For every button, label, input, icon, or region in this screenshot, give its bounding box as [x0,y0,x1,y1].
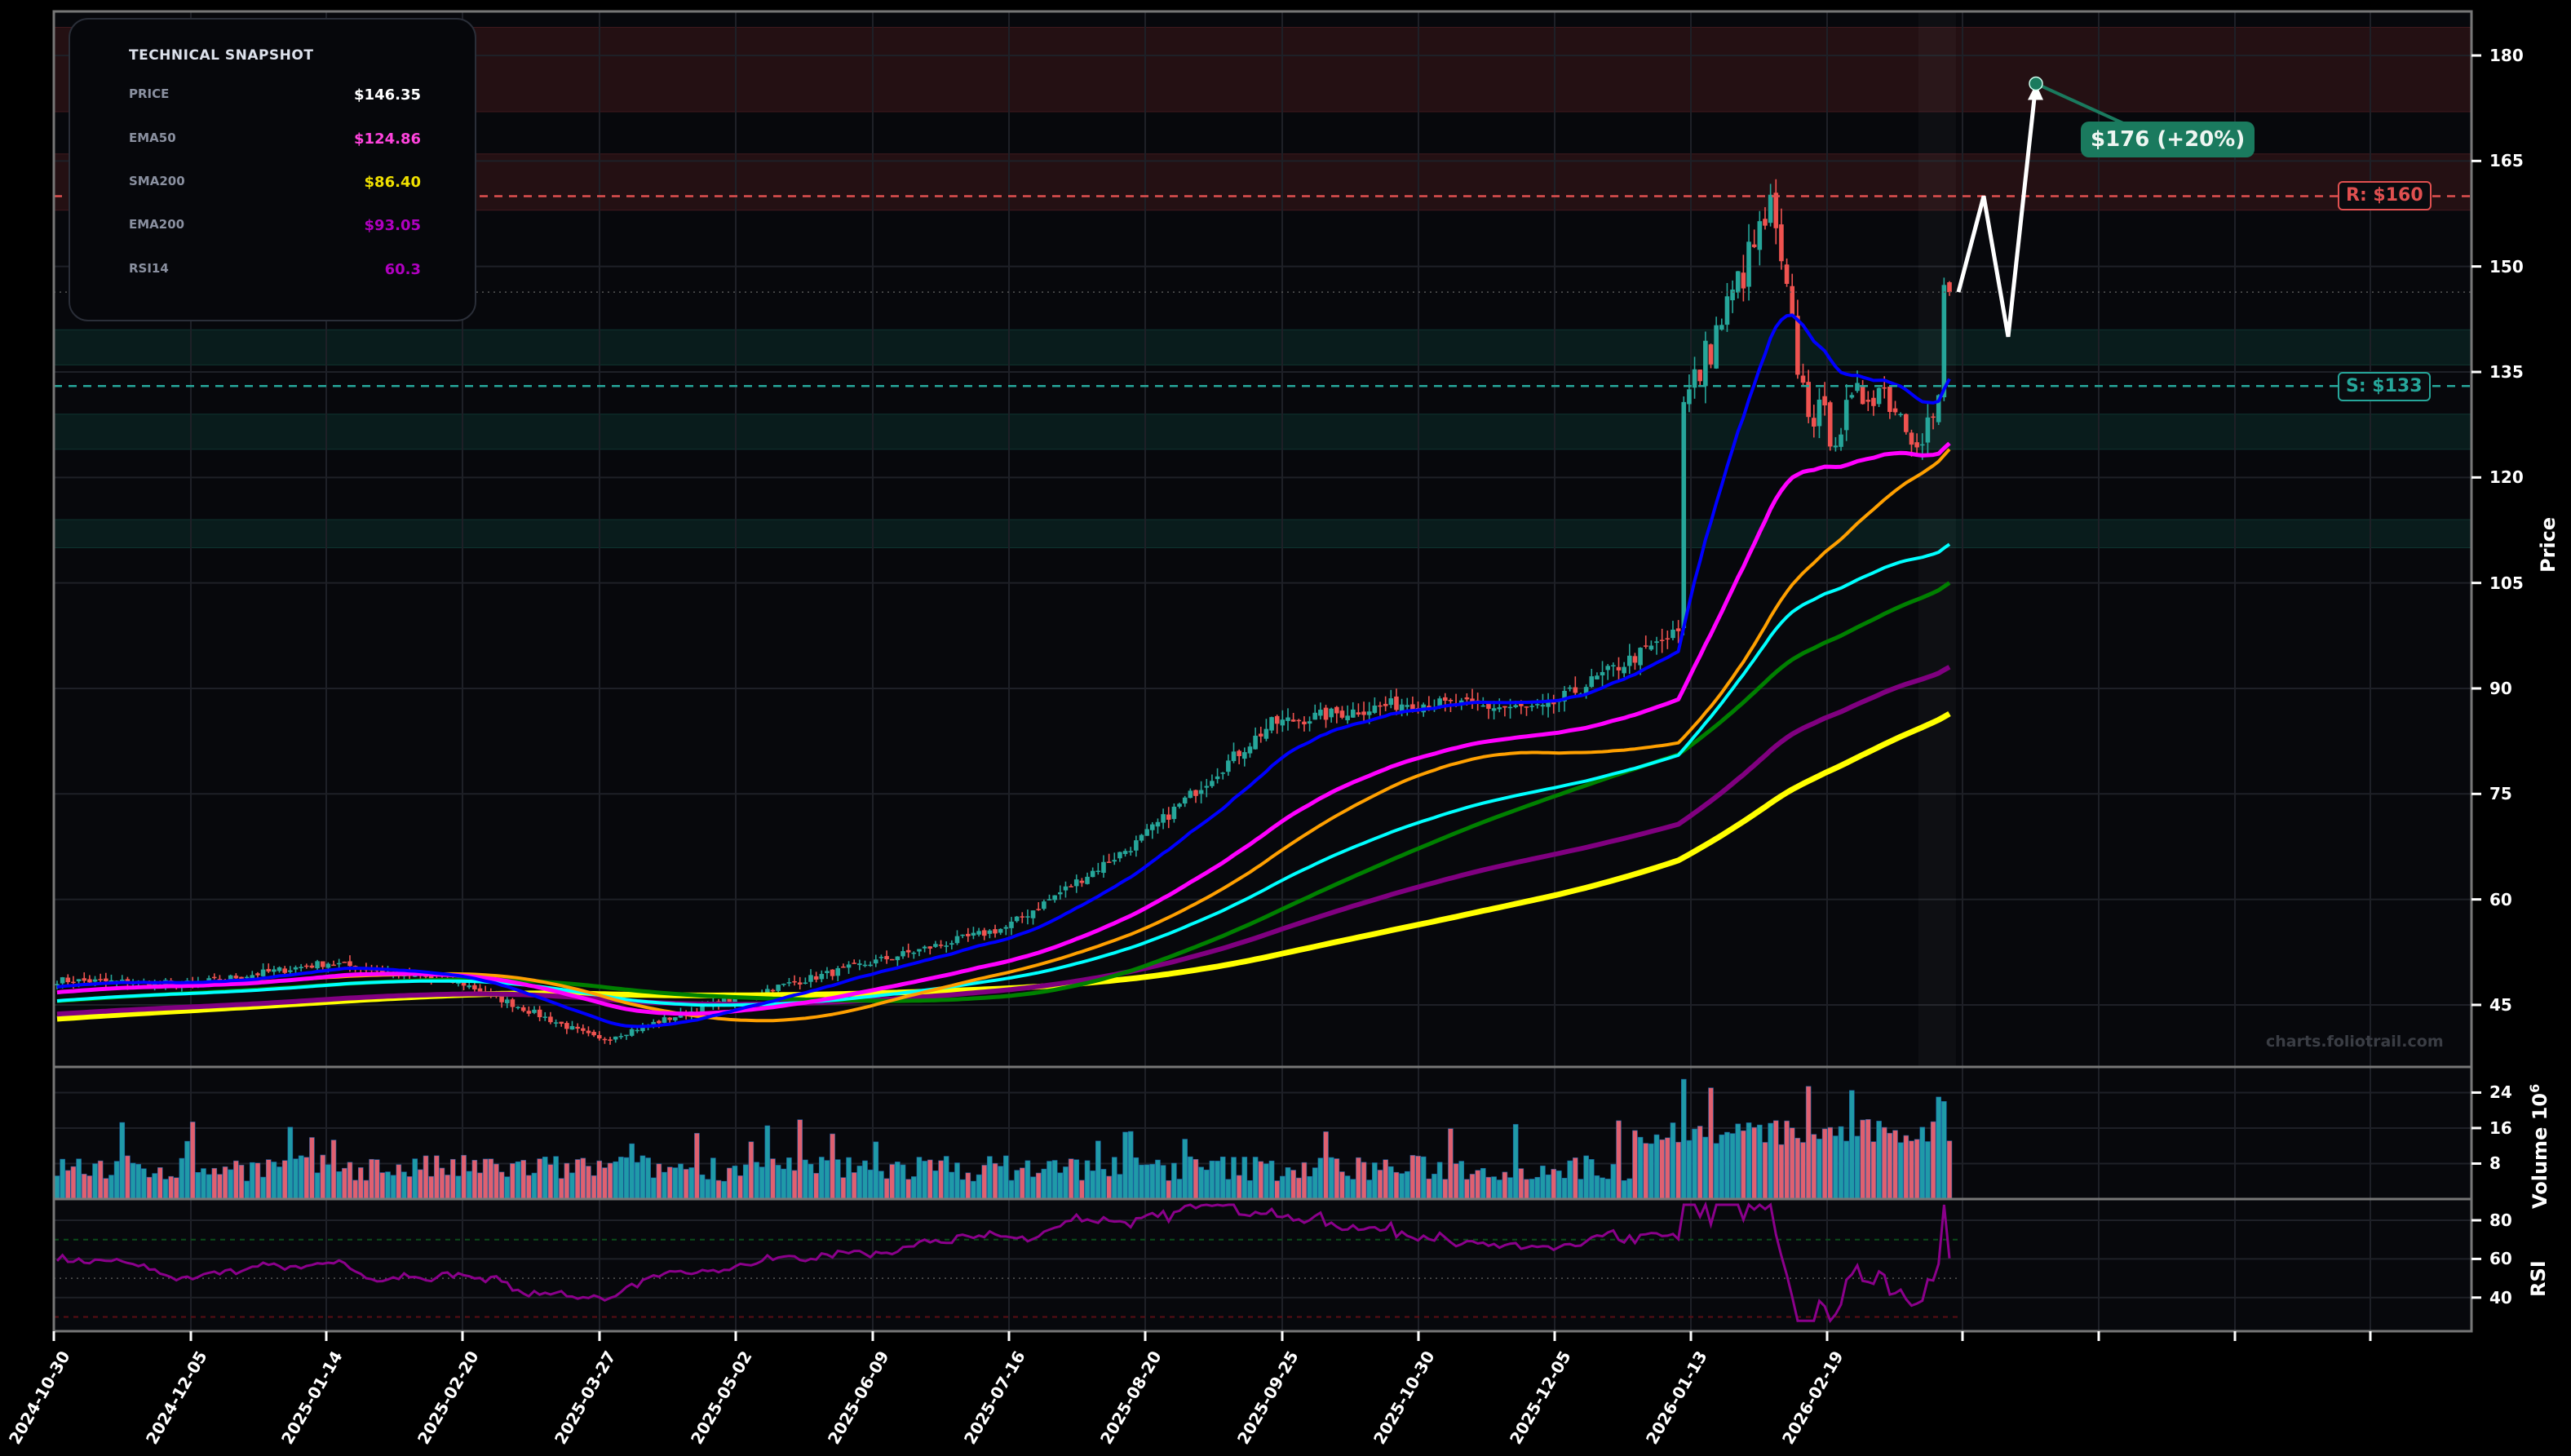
price-tick-label: 180 [2489,46,2524,65]
snapshot-row-ema50: EMA50 $124.86 [129,131,421,150]
technical-snapshot-panel: TECHNICAL SNAPSHOT PRICE $146.35 EMA50 $… [69,18,476,321]
panel-frames [52,10,2481,1341]
price-tick-label: 150 [2489,256,2524,277]
snapshot-label: EMA50 [129,131,176,145]
price-tick-label: 45 [2489,994,2512,1015]
price-tick-label: 90 [2489,678,2512,698]
price-tick-label: 135 [2489,361,2524,382]
watermark: charts.foliotrail.com [2266,1033,2444,1051]
rsi-axis-title: RSI [2527,1260,2550,1297]
volume-axis-exponent: 6 [2527,1083,2542,1093]
volume-panel [53,1067,2471,1200]
snapshot-row-price: PRICE $146.35 [129,86,421,106]
volume-tick-label: 24 [2489,1082,2512,1103]
price-tick-label: 75 [2489,784,2512,804]
volume-axis-title-text: Volume 10 [2529,1092,2551,1209]
price-target-label: $176 (+20%) [2081,122,2255,157]
price-axis-title: Price [2537,516,2560,573]
support-label: S: $133 [2338,372,2431,401]
volume-tick-label: 8 [2489,1153,2501,1174]
snapshot-label: RSI14 [129,261,169,276]
price-tick-label: 165 [2489,151,2524,171]
snapshot-row-rsi14: RSI14 60.3 [129,261,421,281]
volume-tick-label: 16 [2489,1117,2512,1138]
snapshot-row-sma200: SMA200 $86.40 [129,174,421,193]
resistance-label: R: $160 [2338,181,2432,210]
snapshot-value: 60.3 [384,261,421,278]
snapshot-label: EMA200 [129,217,185,232]
snapshot-value: $86.40 [364,174,421,191]
snapshot-label: PRICE [129,86,170,101]
price-tick-label: 60 [2489,889,2512,909]
snapshot-row-ema200: EMA200 $93.05 [129,217,421,237]
snapshot-value: $146.35 [354,86,421,104]
rsi-tick-label: 60 [2489,1249,2512,1269]
rsi-panel [53,1199,2471,1331]
snapshot-title: TECHNICAL SNAPSHOT [129,47,314,64]
price-tick-label: 105 [2489,573,2524,593]
snapshot-value: $93.05 [364,217,421,234]
rsi-tick-label: 40 [2489,1287,2512,1308]
volume-axis-title: Volume 106 [2527,1084,2551,1209]
snapshot-label: SMA200 [129,174,185,188]
rsi-tick-label: 80 [2489,1210,2512,1230]
price-tick-label: 120 [2489,467,2524,488]
snapshot-value: $124.86 [354,131,421,148]
